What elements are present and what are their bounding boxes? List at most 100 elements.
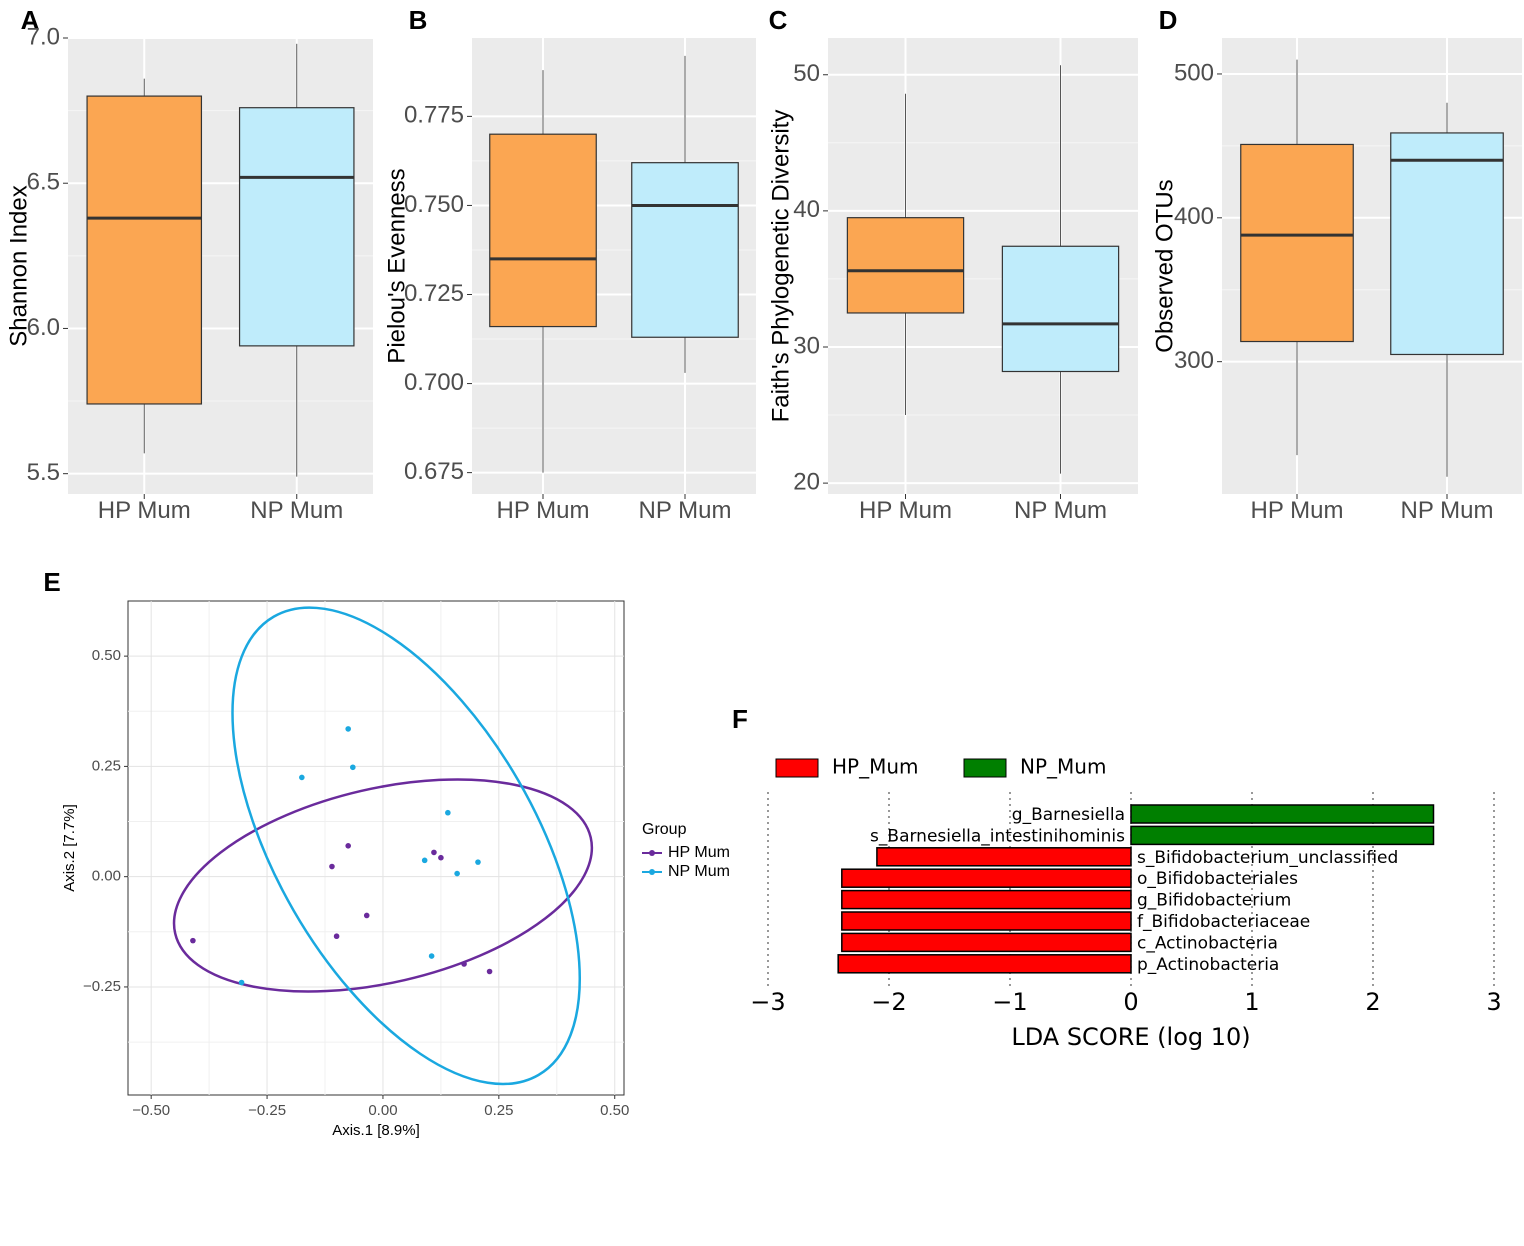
panel-a-shannon-boxplot: A 5.5 6.0 6.5 7.0 HP Mum NP Mum Shannon Index <box>5 5 373 524</box>
y-tick-label: 0.50 <box>92 647 121 664</box>
y-tick-label: −0.25 <box>83 978 121 995</box>
panel-c-faith-boxplot: C 20 30 40 50 HP Mum NP Mum Faith's Phylogeneti… <box>767 5 1138 524</box>
legend-label: HP Mum <box>668 844 730 861</box>
panel-letter: A <box>21 5 40 35</box>
panel-letter: B <box>409 5 428 35</box>
x-category-label: NP Mum <box>250 497 343 524</box>
y-axis-title: Axis.2 [7.7%] <box>61 804 78 892</box>
x-tick-label: 0.50 <box>600 1102 629 1119</box>
y-tick-label: 300 <box>1174 347 1214 374</box>
x-tick-label: 0 <box>1123 988 1138 1016</box>
point-hp-mum <box>461 961 467 967</box>
x-tick-label: 0.00 <box>368 1102 397 1119</box>
panel-letter: C <box>769 5 788 35</box>
y-tick-label: 400 <box>1174 203 1214 230</box>
point-np-mum <box>475 859 481 865</box>
x-category-label: HP Mum <box>1251 497 1344 524</box>
y-tick-label: 20 <box>793 468 820 495</box>
box-np-mum <box>1001 245 1120 373</box>
bar-label: p_Actinobacteria <box>1137 955 1279 975</box>
y-tick-label: 0.25 <box>92 757 121 774</box>
point-np-mum <box>428 953 435 959</box>
plot-background <box>127 600 625 1096</box>
bar-label: c_Actinobacteria <box>1137 933 1278 953</box>
point-np-mum <box>454 870 460 877</box>
y-tick-label: 5.5 <box>27 459 60 486</box>
x-tick-label: −0.50 <box>132 1102 170 1119</box>
y-tick-label: 7.0 <box>27 23 60 50</box>
x-category-label: NP Mum <box>639 497 732 524</box>
x-tick-label: 1 <box>1244 988 1259 1016</box>
legend-key-point <box>649 850 655 856</box>
x-tick-label: 3 <box>1486 988 1501 1016</box>
box-hp-mum <box>846 217 965 314</box>
panel-e-pcoa-scatter: E −0.50 −0.25 0.00 0.25 0.50 −0.25 0.00 0.25 0.50… <box>43 567 730 1139</box>
legend-swatch-np_mum <box>963 758 1007 778</box>
box-hp-mum <box>1240 143 1354 343</box>
x-category-label: NP Mum <box>1014 497 1107 524</box>
box-np-mum <box>631 162 739 338</box>
confidence-ellipse-np-mum <box>231 606 582 1086</box>
point-np-mum <box>350 764 356 771</box>
bar-g_barnesiella <box>1130 804 1435 824</box>
bar-o_bifidobacteriales <box>841 868 1132 888</box>
x-category-label: NP Mum <box>1401 497 1494 524</box>
legend-label: NP Mum <box>668 863 730 880</box>
x-tick-label: −0.25 <box>248 1102 286 1119</box>
x-tick-label: 0.25 <box>484 1102 513 1119</box>
point-hp-mum <box>345 842 351 849</box>
bar-s_barnesiella_intestinihominis <box>1130 825 1435 846</box>
y-tick-label: 40 <box>793 196 820 223</box>
bar-label: g_Bifidobacterium <box>1137 891 1291 911</box>
point-hp-mum <box>190 937 196 944</box>
x-tick-label: −1 <box>992 988 1027 1016</box>
y-axis-title: Pielou's Evenness <box>383 168 410 363</box>
box-np-mum <box>238 107 355 347</box>
y-tick-label: 0.725 <box>404 280 464 307</box>
panel-f-lda-barchart: F HP_Mum NP_Mum g_Barnesiellas_Barnesiella_… <box>732 704 1502 1051</box>
panel-b-pielou-boxplot: B 0.675 0.700 0.725 0.750 0.775 HP Mum NP Mum Pi… <box>383 5 756 524</box>
bar-label: s_Barnesiella_intestinihominis <box>870 826 1125 846</box>
box-hp-mum <box>86 95 203 405</box>
bar-label: s_Bifidobacterium_unclassified <box>1137 848 1398 868</box>
point-np-mum <box>345 726 351 732</box>
point-hp-mum <box>333 933 340 940</box>
legend-swatch-hp_mum <box>775 758 819 778</box>
bar-g_bifidobacterium <box>841 889 1132 910</box>
point-hp-mum <box>431 849 437 856</box>
point-hp-mum <box>486 968 493 975</box>
bar-c_actinobacteria <box>841 932 1132 953</box>
bar-f_bifidobacteriaceae <box>841 911 1132 931</box>
box-hp-mum <box>489 133 597 328</box>
x-category-label: HP Mum <box>98 497 191 524</box>
bar-p_actinobacteria <box>837 954 1132 974</box>
confidence-ellipse-hp-mum <box>172 778 594 993</box>
y-tick-label: 0.700 <box>404 369 464 396</box>
point-hp-mum <box>329 863 335 870</box>
y-tick-label: 0.00 <box>92 868 121 885</box>
y-tick-label: 6.0 <box>27 314 60 341</box>
legend-label: NP_Mum <box>1020 755 1106 779</box>
legend-key-point <box>649 869 655 875</box>
point-np-mum <box>445 809 451 816</box>
bar-label: g_Barnesiella <box>1012 805 1125 825</box>
panel-letter: D <box>1159 5 1178 35</box>
x-axis-title: LDA SCORE (log 10) <box>1011 1023 1250 1051</box>
y-tick-label: 30 <box>793 332 820 359</box>
bar-label: f_Bifidobacteriaceae <box>1137 912 1310 932</box>
y-tick-label: 6.5 <box>27 169 60 196</box>
bar-s_bifidobacterium_unclassified <box>876 847 1132 867</box>
x-axis-title: Axis.1 [8.9%] <box>332 1122 420 1139</box>
y-tick-label: 0.750 <box>404 191 464 218</box>
y-tick-label: 0.675 <box>404 458 464 485</box>
x-category-label: HP Mum <box>859 497 952 524</box>
x-tick-label: 2 <box>1365 988 1380 1016</box>
point-np-mum <box>299 774 305 781</box>
panel-letter: E <box>43 567 60 597</box>
x-tick-label: −2 <box>871 988 906 1016</box>
panel-d-otus-boxplot: D 300 400 500 HP Mum NP Mum Observed OTUs <box>1151 5 1522 524</box>
panel-letter: F <box>732 704 748 734</box>
y-axis-title: Observed OTUs <box>1151 179 1178 352</box>
x-tick-label: −3 <box>750 988 785 1016</box>
